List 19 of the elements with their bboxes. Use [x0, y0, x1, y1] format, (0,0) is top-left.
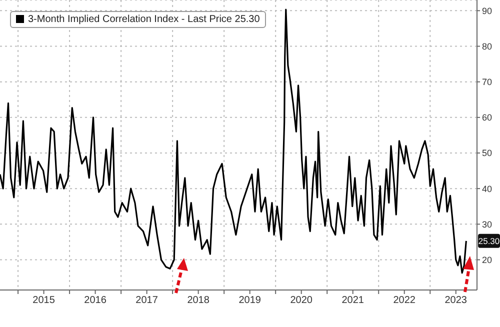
y-tick-label: 20	[482, 254, 492, 265]
y-tick-label: 70	[482, 77, 492, 88]
x-tick-label: 2019	[238, 295, 262, 306]
x-tick-label: 2021	[342, 295, 364, 306]
x-tick-label: 2018	[187, 295, 210, 306]
x-tick-label: 2020	[290, 295, 313, 306]
x-tick-label: 2016	[84, 295, 107, 306]
y-tick-label: 90	[482, 6, 492, 16]
x-tick-label: 2015	[32, 295, 56, 306]
legend-label: 3-Month Implied Correlation Index - Last Price 25.30	[28, 14, 260, 24]
price-tag: 25.30	[478, 234, 500, 248]
x-tick-label: 2023	[444, 295, 468, 306]
y-tick-label: 80	[482, 41, 492, 52]
x-tick-label: 2022	[393, 295, 416, 306]
x-tick-label: 2017	[136, 295, 158, 306]
y-tick-label: 40	[482, 184, 492, 194]
y-tick-label: 30	[482, 219, 492, 230]
y-tick-label: 60	[482, 112, 492, 123]
y-tick-label: 50	[482, 148, 492, 158]
